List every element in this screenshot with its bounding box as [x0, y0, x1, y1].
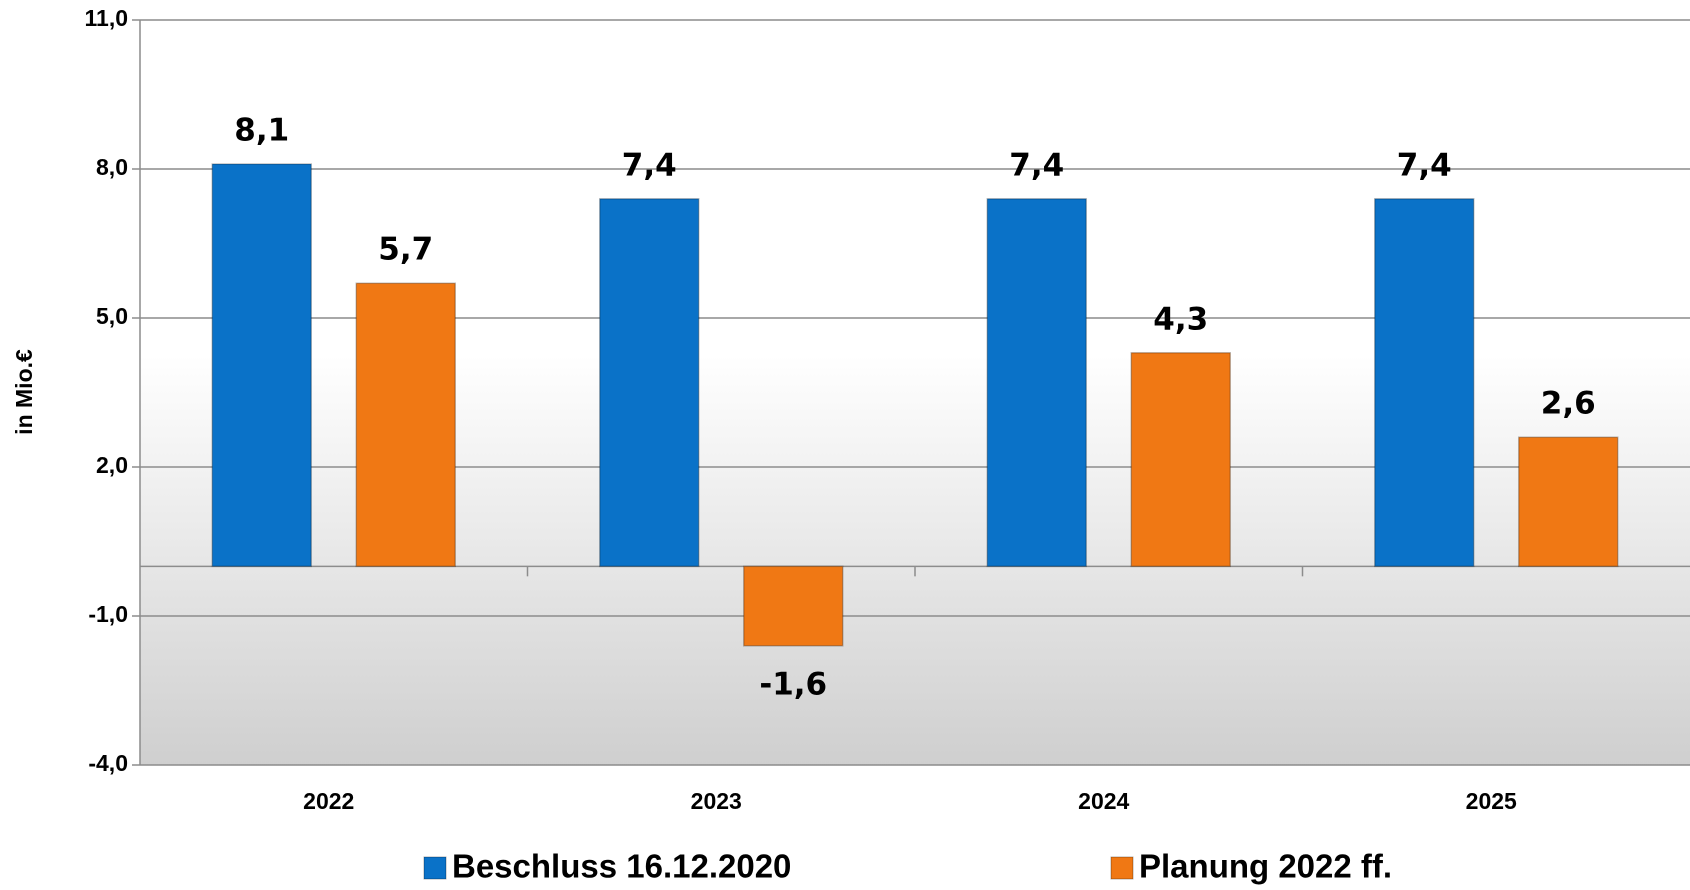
bar: [1130, 352, 1231, 568]
value-label: -1,6: [759, 666, 827, 702]
legend-swatch: [423, 856, 447, 880]
bar: [743, 565, 844, 647]
legend-label: Planung 2022 ff.: [1139, 848, 1392, 885]
value-label: 5,7: [378, 232, 433, 268]
value-label: 2,6: [1541, 386, 1596, 422]
x-tick-label: 2024: [1078, 788, 1129, 814]
bar: [1518, 436, 1619, 568]
bar: [599, 198, 700, 568]
y-tick-label: -4,0: [88, 750, 128, 776]
legend-swatch: [1110, 856, 1134, 880]
bar: [986, 198, 1087, 568]
y-tick-label: 2,0: [96, 452, 128, 478]
value-label: 4,3: [1153, 301, 1208, 337]
value-label: 8,1: [234, 113, 289, 149]
value-label: 7,4: [622, 147, 677, 183]
y-tick-label: 8,0: [96, 154, 128, 180]
bar: [211, 163, 312, 568]
legend-label: Beschluss 16.12.2020: [452, 848, 791, 885]
y-tick-label: 5,0: [96, 303, 128, 329]
y-axis-label: in Mio.€: [11, 349, 37, 435]
value-label: 7,4: [1397, 147, 1452, 183]
bar: [1374, 198, 1475, 568]
x-tick-label: 2023: [691, 788, 742, 814]
value-label: 7,4: [1009, 147, 1064, 183]
x-tick-label: 2022: [303, 788, 354, 814]
y-tick-label: -1,0: [88, 601, 128, 627]
bar: [355, 282, 456, 568]
y-tick-label: 11,0: [85, 5, 129, 31]
x-tick-label: 2025: [1466, 788, 1517, 814]
